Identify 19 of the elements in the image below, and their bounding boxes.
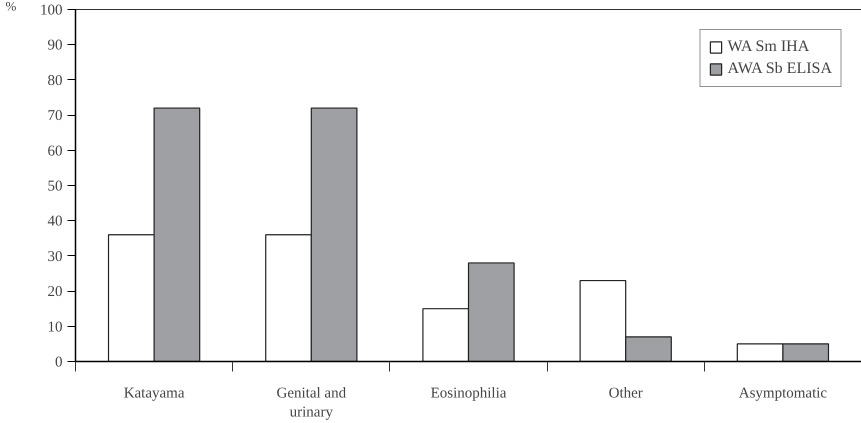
- x-tick-label: Eosinophilia: [430, 386, 507, 402]
- y-tick-label: 60: [48, 143, 62, 160]
- y-tick-label: 50: [48, 178, 62, 194]
- y-tick-label: 30: [48, 248, 62, 265]
- y-tick-label: 100: [40, 2, 62, 18]
- y-axis-title: %: [6, 0, 16, 14]
- y-tick-label: 80: [48, 72, 62, 89]
- y-tick-label: 70: [48, 108, 62, 124]
- x-tick-label: Katayama: [124, 386, 185, 402]
- x-tick-label: Other: [608, 386, 643, 402]
- y-tick-label: 0: [55, 354, 62, 370]
- legend-label: WA Sm IHA: [728, 38, 810, 56]
- legend-label: AWA Sb ELISA: [728, 60, 832, 78]
- x-tick-label: Asymptomatic: [738, 386, 828, 402]
- y-tick-label: 10: [48, 319, 62, 336]
- y-tick-label: 90: [48, 38, 62, 54]
- y-tick-label: 20: [48, 284, 62, 300]
- x-tick-label: Genital and urinary: [276, 386, 347, 421]
- y-tick-label: 40: [48, 214, 62, 230]
